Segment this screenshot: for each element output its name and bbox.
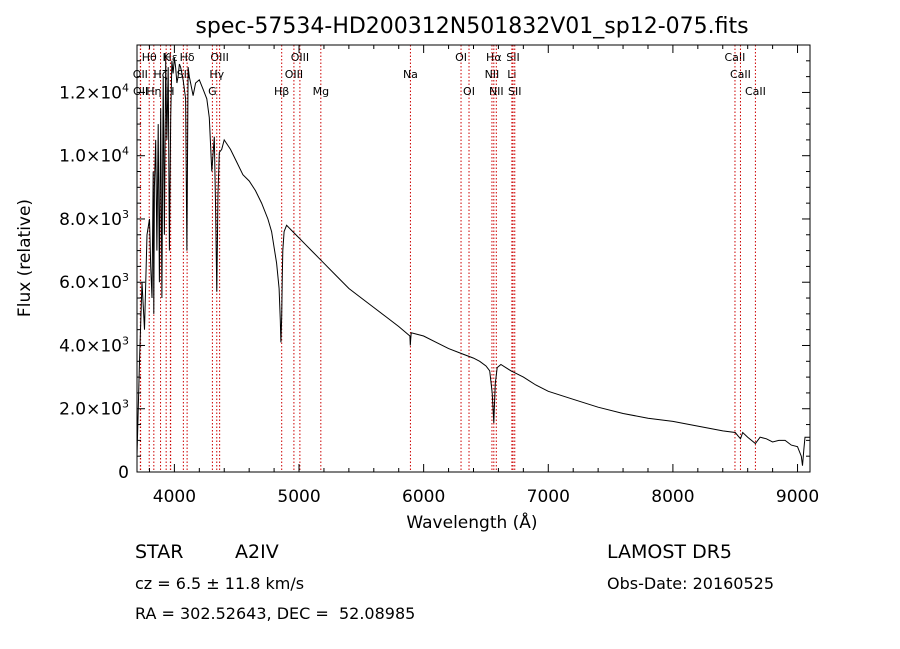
y-tick-label: 0 [118, 463, 129, 483]
line-marker-label: NII [489, 85, 504, 98]
y-axis-ticks: 0 2.0×103 4.0×103 6.0×103 8.0×103 1.0×104 1.2×… [59, 60, 810, 483]
line-marker-label: OI [455, 51, 467, 64]
line-marker-label: Na [403, 68, 418, 81]
line-marker-label: Hθ [142, 51, 157, 64]
line-marker-label: SII [506, 51, 519, 64]
y-tick-label: 4.0×103 [59, 334, 129, 356]
y-tick-label: 1.0×104 [59, 145, 129, 167]
line-marker-label: OIII [291, 51, 309, 64]
line-marker-label: SII [508, 85, 521, 98]
line-marker-label: H [166, 85, 174, 98]
redshift-value: cz = 6.5 ± 11.8 km/s [135, 574, 305, 593]
obs-date: Obs-Date: 20160525 [607, 574, 775, 593]
x-tick-label: 7000 [527, 487, 570, 507]
y-tick-label: 8.0×103 [59, 208, 129, 230]
y-axis-label: Flux (relative) [15, 199, 35, 317]
line-marker-label: CaII [745, 85, 766, 98]
line-marker-label: Hδ [180, 51, 195, 64]
x-tick-label: 9000 [776, 487, 819, 507]
plot-frame [136, 44, 811, 473]
line-marker-label: Hα [486, 51, 502, 64]
x-tick-label: 6000 [402, 487, 445, 507]
line-marker-label: CaII [730, 68, 751, 81]
chart-title: spec-57534-HD200312N501832V01_sp12-075.f… [195, 14, 748, 39]
line-marker-label: Li [507, 68, 516, 81]
line-marker-label: Hγ [209, 68, 224, 81]
line-marker-label: OI [463, 85, 475, 98]
line-marker-label: Hζ [153, 68, 167, 81]
line-marker-label: Mg [313, 85, 329, 98]
line-marker-label: K [163, 51, 171, 64]
y-tick-label: 1.2×104 [59, 81, 129, 103]
line-marker-label: OIII [285, 68, 303, 81]
x-tick-label: 4000 [153, 487, 196, 507]
x-axis-label: Wavelength (Å) [406, 511, 537, 533]
x-axis-ticks: 4000 5000 6000 7000 8000 9000 [148, 45, 819, 507]
object-type: STAR [135, 541, 184, 563]
spectrum-series [136, 57, 810, 466]
line-marker-label: CaII [725, 51, 746, 64]
line-marker-label: OIII [210, 51, 228, 64]
spectral-subclass: A2IV [235, 541, 279, 563]
y-tick-label: 2.0×103 [59, 398, 129, 420]
x-tick-label: 8000 [651, 487, 694, 507]
line-marker-label: Hβ [274, 85, 289, 98]
coordinates: RA = 302.52643, DEC = 52.08985 [135, 604, 416, 623]
spectrum-line [136, 57, 810, 466]
line-marker-label: Hη [146, 85, 161, 98]
x-tick-label: 5000 [277, 487, 320, 507]
line-marker-label: NII [485, 68, 500, 81]
line-marker-label: G [208, 85, 217, 98]
y-tick-label: 6.0×103 [59, 271, 129, 293]
survey-name: LAMOST DR5 [607, 541, 732, 563]
